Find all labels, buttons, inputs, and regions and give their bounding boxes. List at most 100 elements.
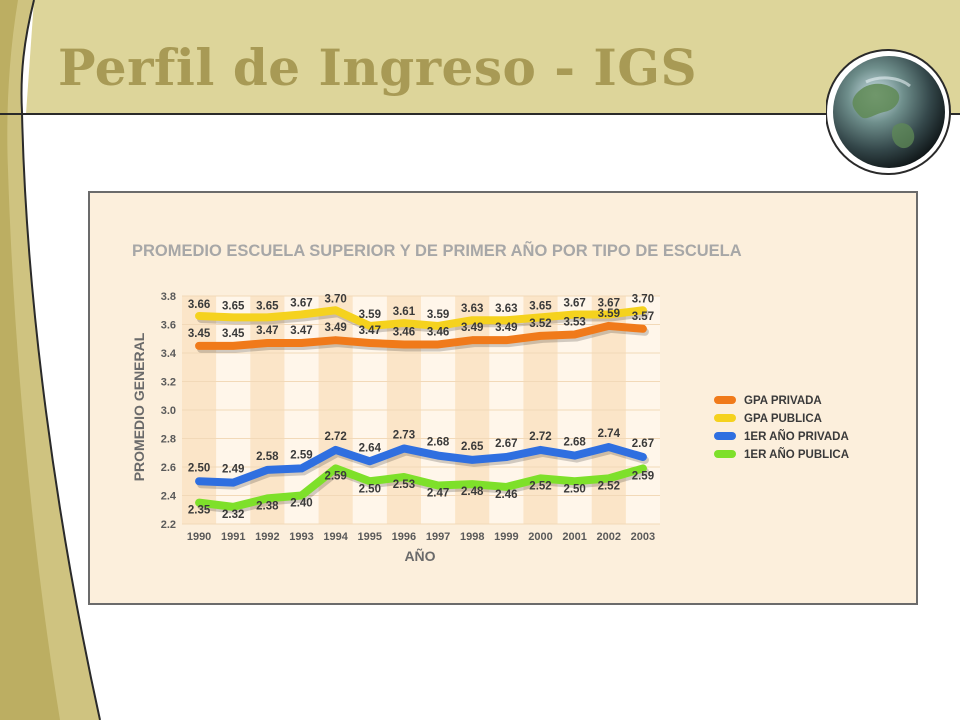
data-point — [265, 315, 270, 320]
y-tick-label: 3.8 — [161, 291, 176, 303]
data-label: 3.49 — [324, 322, 346, 334]
data-point — [606, 312, 611, 317]
data-label: 3.65 — [529, 300, 552, 312]
x-tick-label: 1998 — [460, 531, 484, 543]
legend-label: 1ER AÑO PRIVADA — [744, 430, 849, 443]
data-label: 3.59 — [359, 309, 381, 321]
data-label: 2.67 — [495, 438, 517, 450]
y-tick-label: 2.8 — [161, 434, 176, 446]
data-label: 3.45 — [222, 328, 245, 340]
data-label: 3.49 — [495, 322, 517, 334]
data-label: 2.59 — [632, 470, 654, 482]
left-swoosh-inner — [0, 0, 60, 720]
data-point — [436, 342, 441, 347]
data-label: 3.63 — [461, 303, 483, 315]
data-label: 3.46 — [393, 326, 415, 338]
series-line — [195, 306, 647, 330]
data-point — [470, 482, 475, 487]
data-point — [572, 479, 577, 484]
data-label: 3.65 — [222, 300, 245, 312]
data-label: 3.57 — [632, 311, 654, 323]
data-point — [436, 483, 441, 488]
data-label: 2.47 — [427, 488, 449, 500]
data-label: 3.67 — [598, 298, 620, 310]
legend: GPA PRIVADA GPA PUBLICA 1ER AÑO PRIVADA 1ER… — [714, 395, 849, 461]
data-point — [538, 447, 543, 452]
data-point — [606, 476, 611, 481]
y-tick-label: 2.6 — [161, 462, 176, 474]
data-point — [640, 326, 645, 331]
data-label: 2.59 — [324, 470, 346, 482]
data-point — [504, 318, 509, 323]
series-line — [195, 464, 647, 511]
chart-title: PROMEDIO ESCUELA SUPERIOR Y DE PRIMER AÑ… — [132, 240, 742, 260]
data-point — [197, 313, 202, 318]
data-label: 3.63 — [495, 303, 517, 315]
data-point — [401, 321, 406, 326]
y-tick-label: 3.2 — [161, 377, 176, 389]
y-tick-label: 3.6 — [161, 320, 176, 332]
data-point — [299, 493, 304, 498]
data-point — [606, 445, 611, 450]
data-point — [367, 323, 372, 328]
data-point — [640, 466, 645, 471]
data-label: 3.66 — [188, 299, 210, 311]
data-label: 2.49 — [222, 464, 244, 476]
data-label: 3.65 — [256, 300, 279, 312]
line-chart: PROMEDIO ESCUELA SUPERIOR Y DE PRIMER AÑ… — [131, 240, 849, 564]
x-tick-label: 2002 — [597, 531, 621, 543]
data-label: 2.50 — [188, 462, 210, 474]
data-label: 2.48 — [461, 486, 484, 498]
data-label: 3.53 — [563, 316, 585, 328]
data-label: 2.50 — [563, 483, 585, 495]
legend-label: 1ER AÑO PUBLICA — [744, 448, 849, 461]
x-tick-label: 1990 — [187, 531, 211, 543]
data-label: 3.47 — [256, 325, 278, 337]
data-point — [333, 308, 338, 313]
data-label: 3.45 — [188, 328, 211, 340]
data-label: 2.52 — [598, 480, 620, 492]
legend-swatch — [714, 432, 736, 440]
data-label: 3.67 — [563, 298, 585, 310]
x-axis-title: AÑO — [404, 547, 435, 564]
x-tick-label: 2000 — [528, 531, 552, 543]
data-point — [197, 343, 202, 348]
data-label: 2.68 — [563, 437, 586, 449]
x-tick-label: 1993 — [289, 531, 313, 543]
data-point — [333, 338, 338, 343]
data-point — [333, 466, 338, 471]
data-point — [401, 342, 406, 347]
data-point — [265, 341, 270, 346]
legend-swatch — [714, 396, 736, 404]
data-point — [333, 447, 338, 452]
data-point — [606, 323, 611, 328]
data-point — [538, 315, 543, 320]
legend-swatch — [714, 414, 736, 422]
data-point — [299, 466, 304, 471]
data-point — [231, 480, 236, 485]
x-tick-label: 1992 — [255, 531, 279, 543]
data-point — [231, 343, 236, 348]
y-tick-label: 3.0 — [161, 405, 176, 417]
data-point — [470, 338, 475, 343]
data-label: 3.59 — [427, 309, 449, 321]
data-point — [504, 338, 509, 343]
x-tick-label: 1991 — [221, 531, 245, 543]
legend-label: GPA PUBLICA — [744, 413, 822, 425]
data-label: 3.61 — [393, 306, 416, 318]
data-label: 3.47 — [290, 325, 312, 337]
y-tick-label: 2.2 — [161, 519, 176, 531]
data-label: 2.68 — [427, 437, 450, 449]
data-point — [436, 453, 441, 458]
data-label: 3.70 — [324, 293, 346, 305]
data-label: 3.49 — [461, 322, 483, 334]
data-labels: 3.45 3.45 3.47 3.47 3.49 3.47 3.46 3.46 3.49 3.49… — [188, 293, 654, 521]
x-tick-label: 2001 — [562, 531, 586, 543]
data-label: 2.38 — [256, 500, 279, 512]
data-label: 2.64 — [359, 442, 382, 454]
data-point — [299, 312, 304, 317]
x-tick-label: 1995 — [358, 531, 382, 543]
legend-swatch — [714, 450, 736, 458]
data-label: 3.46 — [427, 326, 449, 338]
